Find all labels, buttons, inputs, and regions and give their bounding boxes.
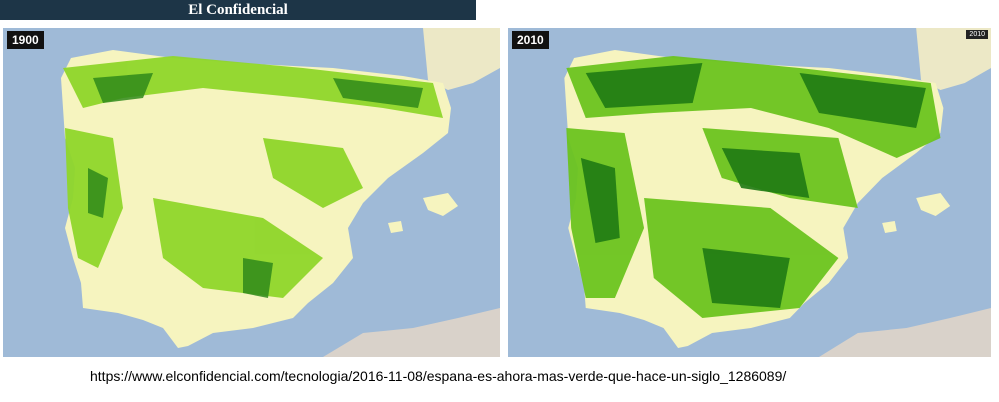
map-image <box>508 28 991 357</box>
map-image <box>3 28 500 357</box>
year-label: 2010 <box>512 31 549 49</box>
site-header: El Confidencial <box>0 0 476 20</box>
map-1900: 1900 <box>3 28 500 357</box>
source-url: https://www.elconfidencial.com/tecnologi… <box>90 368 787 384</box>
divider <box>502 28 507 357</box>
corner-tag: 2010 <box>966 30 988 39</box>
map-2010: 2010 2010 <box>508 28 991 357</box>
year-label: 1900 <box>7 31 44 49</box>
